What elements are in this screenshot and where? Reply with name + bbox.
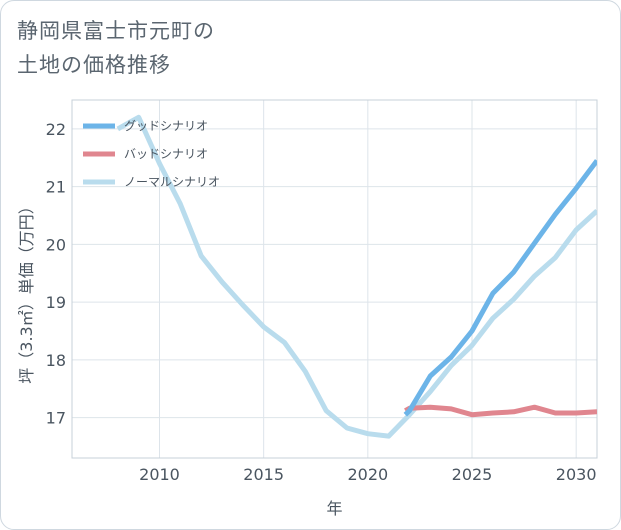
x-axis-label: 年 (326, 499, 342, 518)
series-line-0 (403, 159, 597, 417)
chart-title: 静岡県富士市元町の 土地の価格推移 (17, 14, 577, 82)
legend-item-1[interactable]: バッドシナリオ (83, 147, 208, 161)
y-tick-label: 22 (46, 120, 66, 139)
x-tick-label: 2010 (139, 465, 180, 484)
y-axis-label: 坪（3.3㎡）単価（万円） (17, 198, 36, 383)
series-line-2 (116, 114, 597, 439)
chart-title-line-1: 静岡県富士市元町の (17, 19, 215, 43)
y-tick-label: 20 (46, 235, 66, 254)
series-layer (116, 114, 597, 439)
y-tick-label: 19 (46, 293, 66, 312)
x-tick-label: 2025 (452, 465, 493, 484)
y-tick-label: 18 (46, 351, 66, 370)
legend-label: バッドシナリオ (124, 147, 208, 161)
x-tick-label: 2015 (243, 465, 284, 484)
series-line-1 (404, 404, 597, 418)
tick-labels: 2010 2015 2020 2025 2030 17 18 19 20 21 22 (46, 120, 597, 484)
legend-item-0[interactable]: グッドシナリオ (83, 119, 208, 133)
legend-label: グッドシナリオ (124, 119, 208, 133)
chart-title-line-2: 土地の価格推移 (17, 53, 171, 77)
legend-label: ノーマルシナリオ (124, 175, 220, 189)
x-tick-label: 2030 (556, 465, 597, 484)
x-tick-label: 2020 (347, 465, 388, 484)
plot-frame (71, 99, 598, 459)
legend-item-2[interactable]: ノーマルシナリオ (83, 175, 220, 189)
y-tick-label: 21 (46, 178, 66, 197)
y-tick-label: 17 (46, 409, 66, 428)
